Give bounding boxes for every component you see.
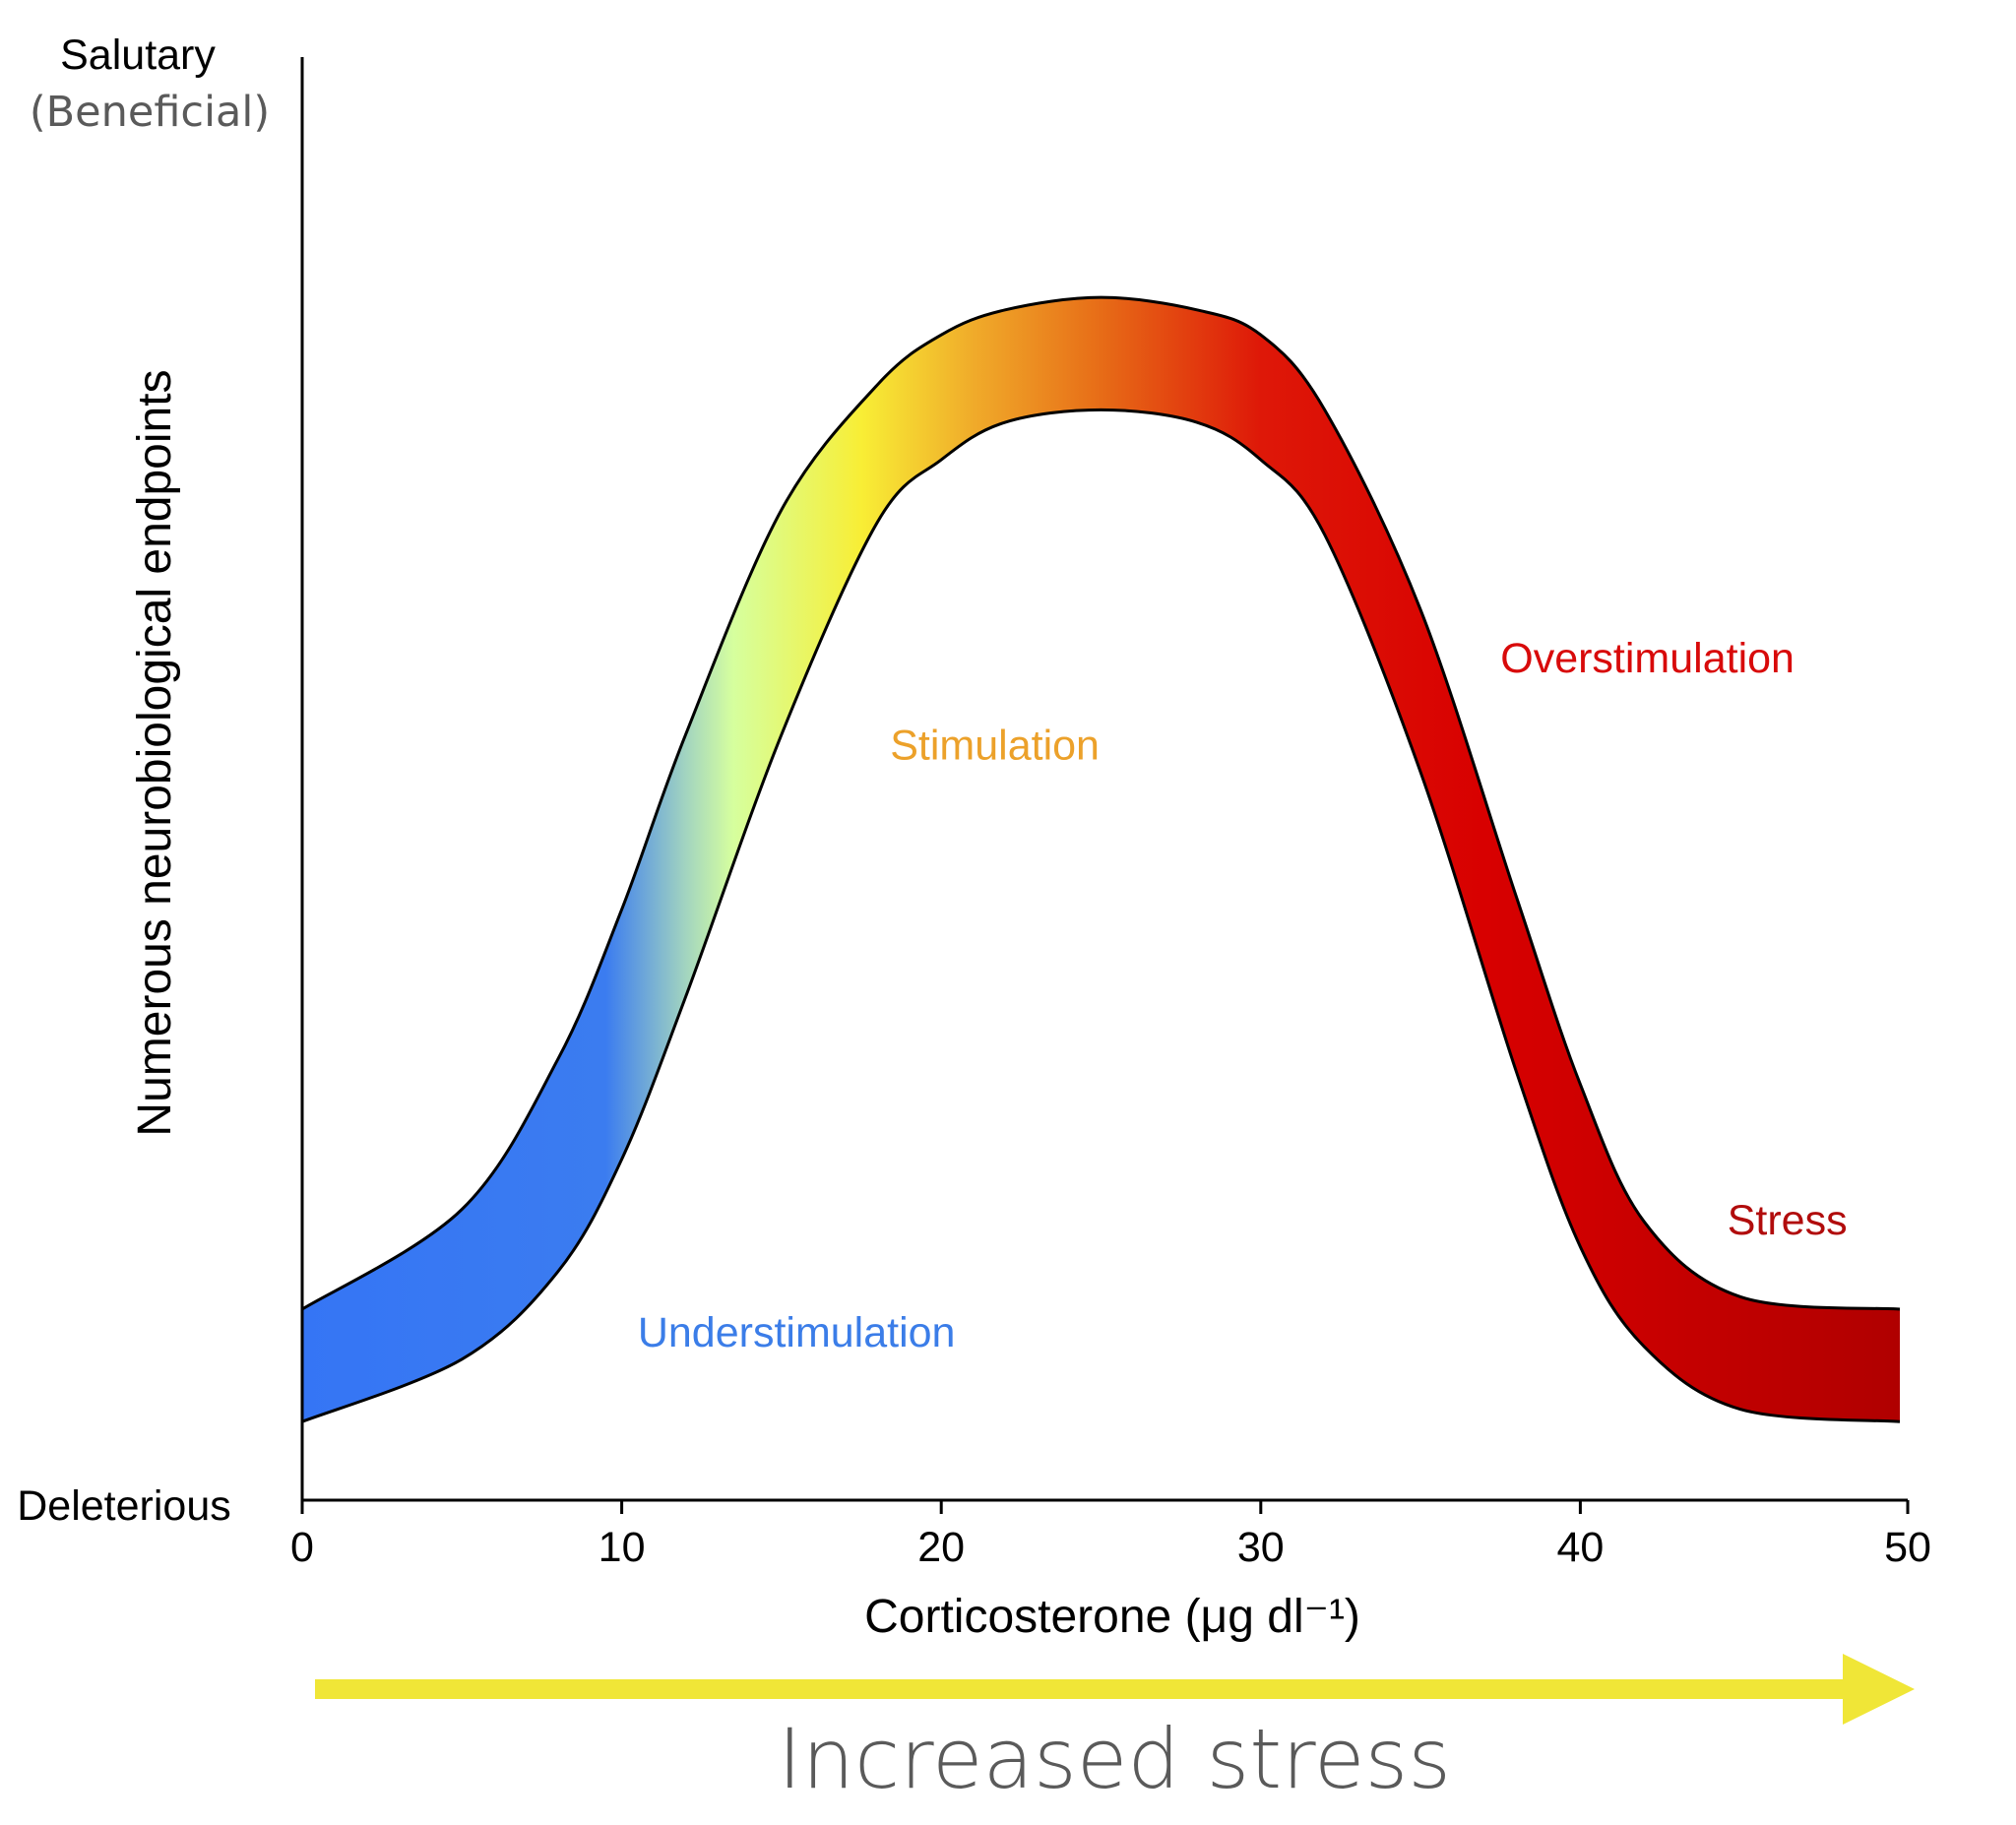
annotation-stress: Stress xyxy=(1728,1197,1848,1244)
band-fill xyxy=(302,297,1900,1422)
annotation-overstimulation: Overstimulation xyxy=(1500,635,1795,682)
annotation-stimulation: Stimulation xyxy=(890,723,1100,770)
annotation-understimulation: Understimulation xyxy=(638,1309,956,1356)
x-tick-label: 0 xyxy=(290,1524,314,1571)
stress-arrow-label: Increased stress xyxy=(778,1711,1451,1807)
x-axis-label: Corticosterone (μg dl⁻¹) xyxy=(864,1591,1360,1643)
y-top-label: Salutary xyxy=(60,31,216,79)
x-ticks: 0 10 20 30 40 50 xyxy=(290,1500,1931,1571)
x-tick-label: 30 xyxy=(1237,1524,1285,1571)
x-tick-label: 10 xyxy=(598,1524,646,1571)
y-top-sublabel: (Beneficial) xyxy=(30,88,270,137)
y-bottom-label: Deleterious xyxy=(17,1482,231,1530)
x-tick-label: 50 xyxy=(1884,1524,1931,1571)
y-axis-label: Numerous neurobiological endpoints xyxy=(129,369,181,1136)
x-tick-label: 40 xyxy=(1556,1524,1604,1571)
band-lower-line xyxy=(301,408,1901,1423)
band-upper-line xyxy=(301,295,1901,1311)
x-tick-label: 20 xyxy=(917,1524,965,1571)
annotations: Understimulation Stimulation Overstimulati… xyxy=(638,635,1848,1356)
stress-arrow-head xyxy=(1843,1654,1915,1725)
